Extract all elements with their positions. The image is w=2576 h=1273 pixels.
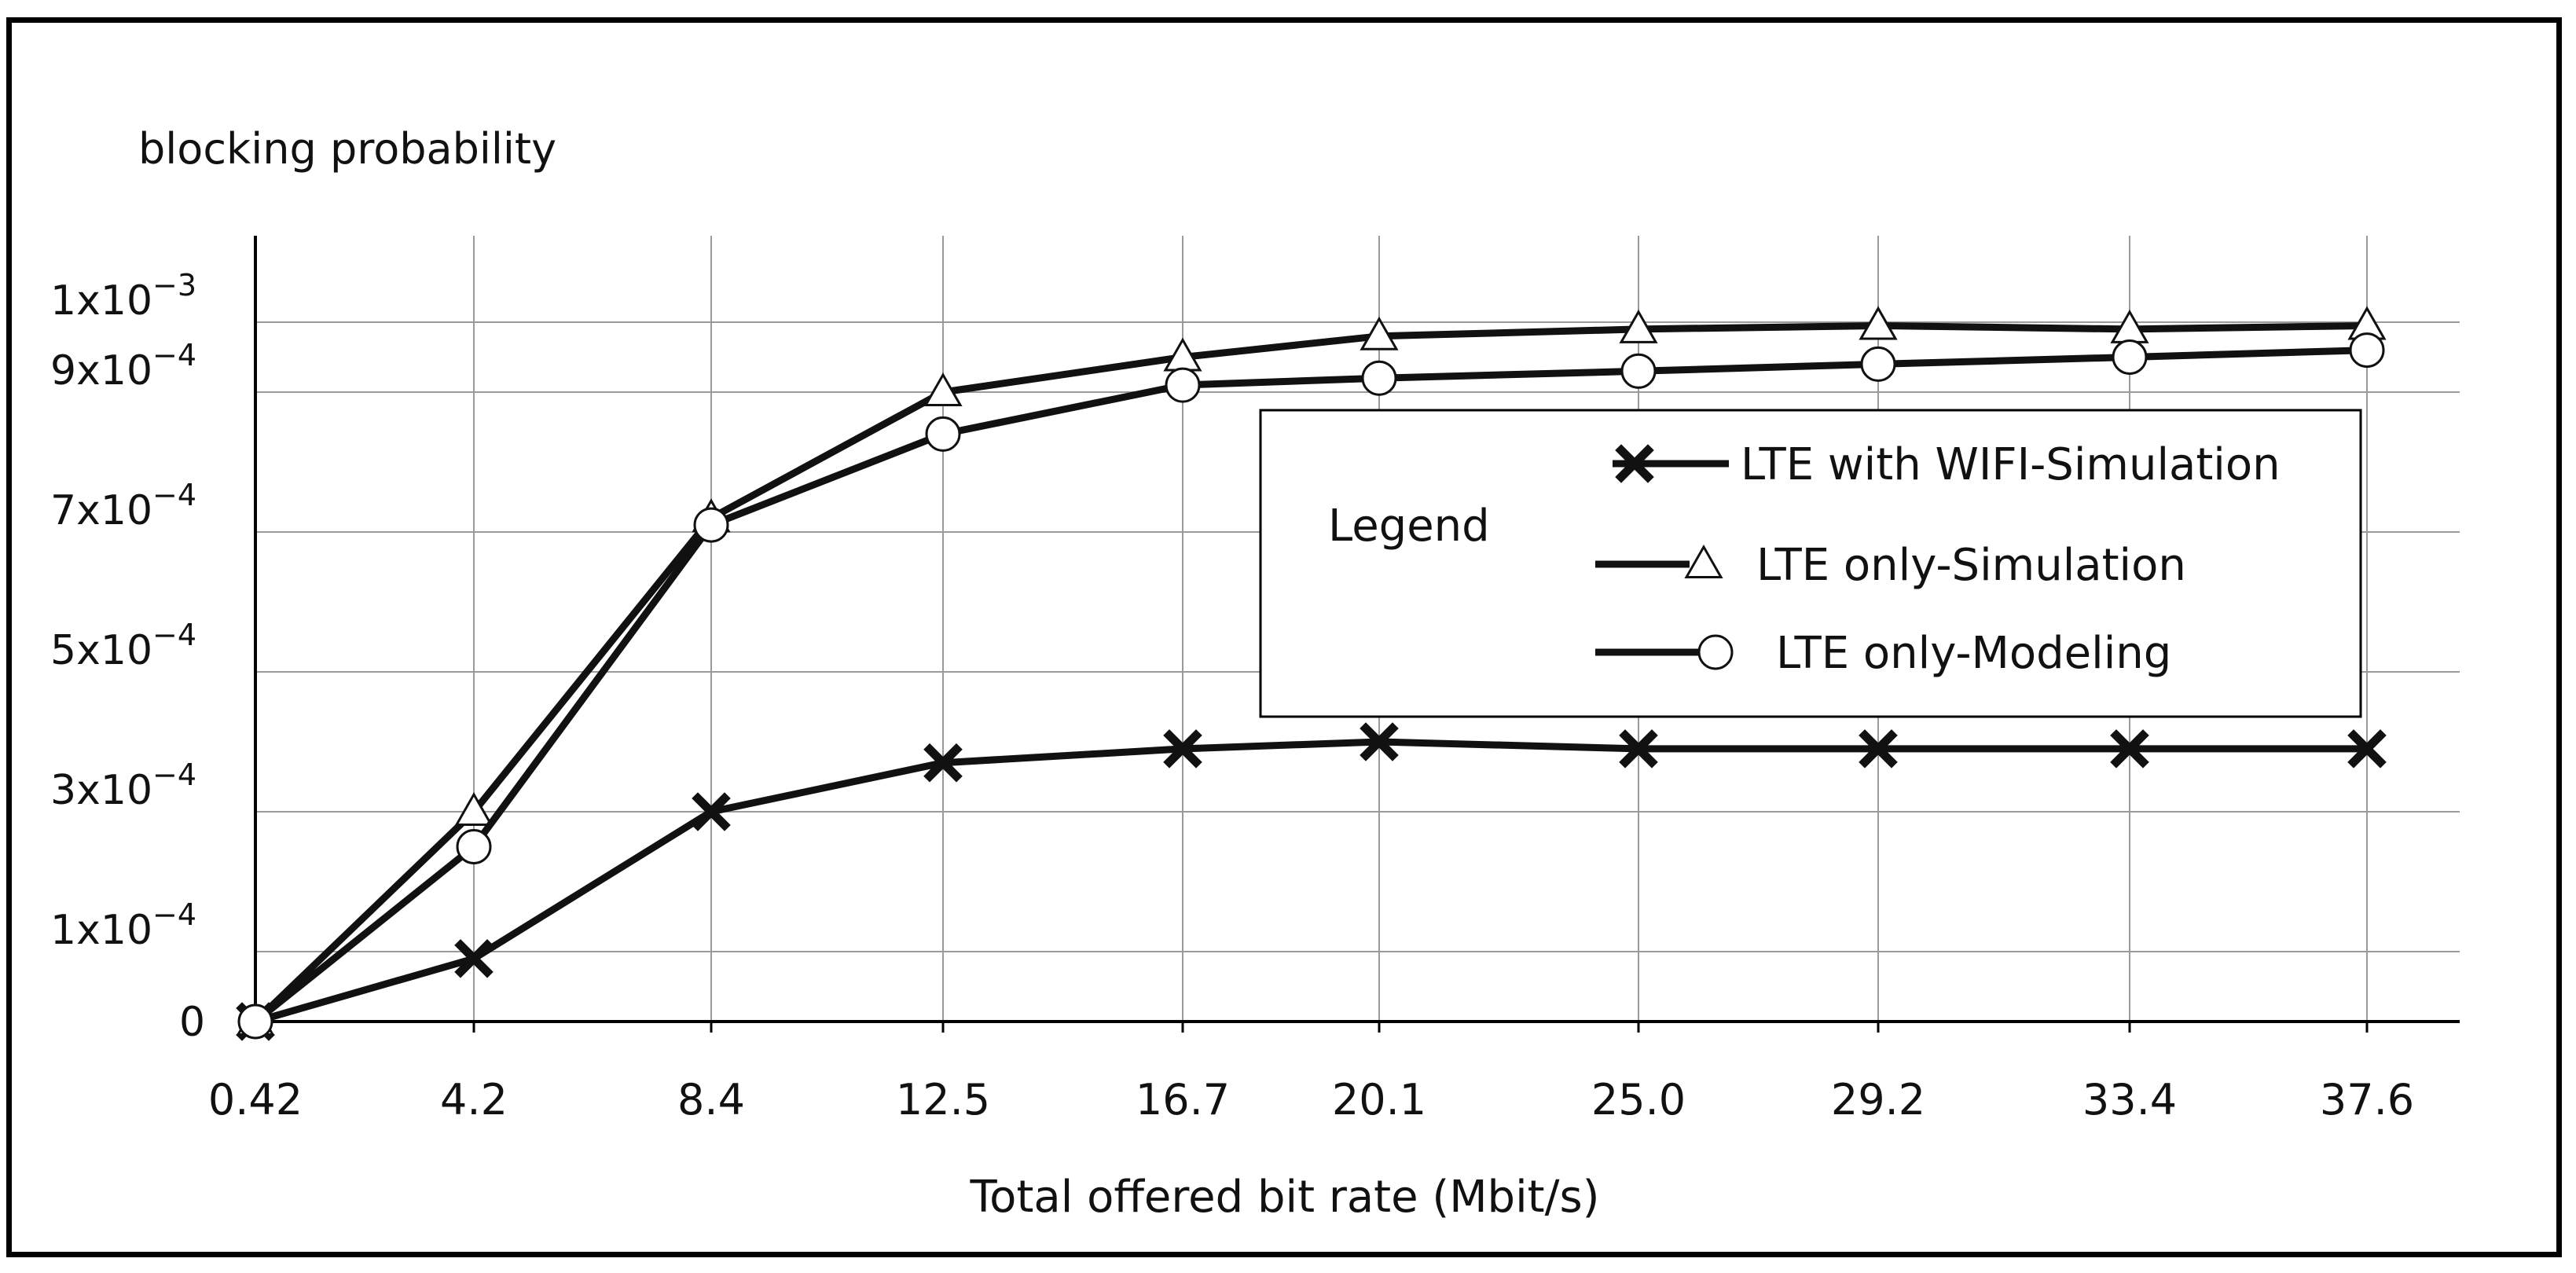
x-marker xyxy=(1615,444,1654,483)
x-marker xyxy=(1163,729,1202,769)
circle-marker xyxy=(1620,353,1657,389)
axes xyxy=(254,236,2460,1033)
series-x xyxy=(236,722,2387,1041)
x-tick-label: 37.6 xyxy=(2320,1075,2414,1124)
series-layer xyxy=(236,306,2387,1041)
circle-marker xyxy=(2112,339,2148,375)
y-tick-label: 7x10−4 xyxy=(50,478,196,534)
legend: Legend LTE with WIFI-Simulation LTE only-… xyxy=(1259,409,2362,718)
legend-item: LTE with WIFI-Simulation xyxy=(1613,439,2281,490)
circle-marker xyxy=(1361,360,1397,396)
legend-items: LTE with WIFI-Simulation LTE only-Simulat… xyxy=(1595,439,2281,679)
x-tick-label: 8.4 xyxy=(677,1075,745,1124)
circle-marker xyxy=(693,507,729,543)
x-tick-labels: 0.42 4.2 8.4 12.5 16.7 20.1 25.0 29.2 33.4 37.6 xyxy=(208,1075,2414,1124)
x-tick-label: 33.4 xyxy=(2082,1075,2177,1124)
x-tick-label: 16.7 xyxy=(1136,1075,1230,1124)
legend-label: LTE only-Simulation xyxy=(1756,540,2186,591)
legend-item: LTE only-Modeling xyxy=(1595,628,2171,679)
figure-frame xyxy=(6,17,2562,1257)
circle-marker xyxy=(925,416,961,452)
circle-marker xyxy=(237,1003,273,1040)
series-circle xyxy=(237,332,2385,1040)
x-marker xyxy=(454,939,494,978)
x-marker xyxy=(2347,729,2387,769)
series-line xyxy=(252,321,2368,1025)
triangle-marker xyxy=(1859,306,1898,340)
x-marker xyxy=(2110,729,2149,769)
circle-marker xyxy=(456,829,492,864)
y-tick-label: 0 xyxy=(179,999,205,1046)
triangle-marker xyxy=(454,791,494,826)
x-axis-label: Total offered bit rate (Mbit/s) xyxy=(969,1172,1599,1223)
y-tick-label: 1x10−4 xyxy=(50,897,196,954)
x-tick-label: 0.42 xyxy=(208,1075,303,1124)
series-line xyxy=(253,347,2368,1025)
circle-marker xyxy=(2349,332,2385,369)
x-tick-label: 12.5 xyxy=(896,1075,990,1124)
triangle-marker xyxy=(1360,316,1399,350)
legend-box xyxy=(1259,409,2362,718)
x-marker xyxy=(923,743,963,783)
x-tick-label: 4.2 xyxy=(440,1075,508,1124)
circle-marker xyxy=(1697,634,1734,670)
circle-marker xyxy=(1860,346,1896,382)
y-tick-label: 1x10−3 xyxy=(50,268,196,325)
circle-marker xyxy=(1165,367,1201,403)
y-tick-label: 9x10−4 xyxy=(50,338,196,394)
x-tick-label: 25.0 xyxy=(1591,1075,1686,1124)
x-marker xyxy=(1619,729,1658,769)
series-line xyxy=(254,738,2367,1025)
x-marker xyxy=(1360,722,1399,761)
x-tick-label: 20.1 xyxy=(1332,1075,1426,1124)
y-axis-label: blocking probability xyxy=(138,124,556,174)
y-tick-labels: 0 1x10−4 3x10−4 5x10−4 7x10−4 9x10−4 1x10−3 xyxy=(50,268,205,1046)
x-marker xyxy=(1859,729,1898,769)
y-tick-label: 3x10−4 xyxy=(50,758,196,814)
triangle-marker xyxy=(923,372,963,406)
x-marker xyxy=(692,792,731,831)
legend-label: LTE only-Modeling xyxy=(1776,628,2171,679)
legend-title: Legend xyxy=(1328,501,1490,552)
legend-item: LTE only-Simulation xyxy=(1595,540,2186,591)
legend-label: LTE with WIFI-Simulation xyxy=(1741,439,2281,490)
triangle-marker xyxy=(1684,544,1723,578)
x-tick-label: 29.2 xyxy=(1831,1075,1925,1124)
y-tick-label: 5x10−4 xyxy=(50,618,196,674)
triangle-marker xyxy=(1619,309,1658,343)
